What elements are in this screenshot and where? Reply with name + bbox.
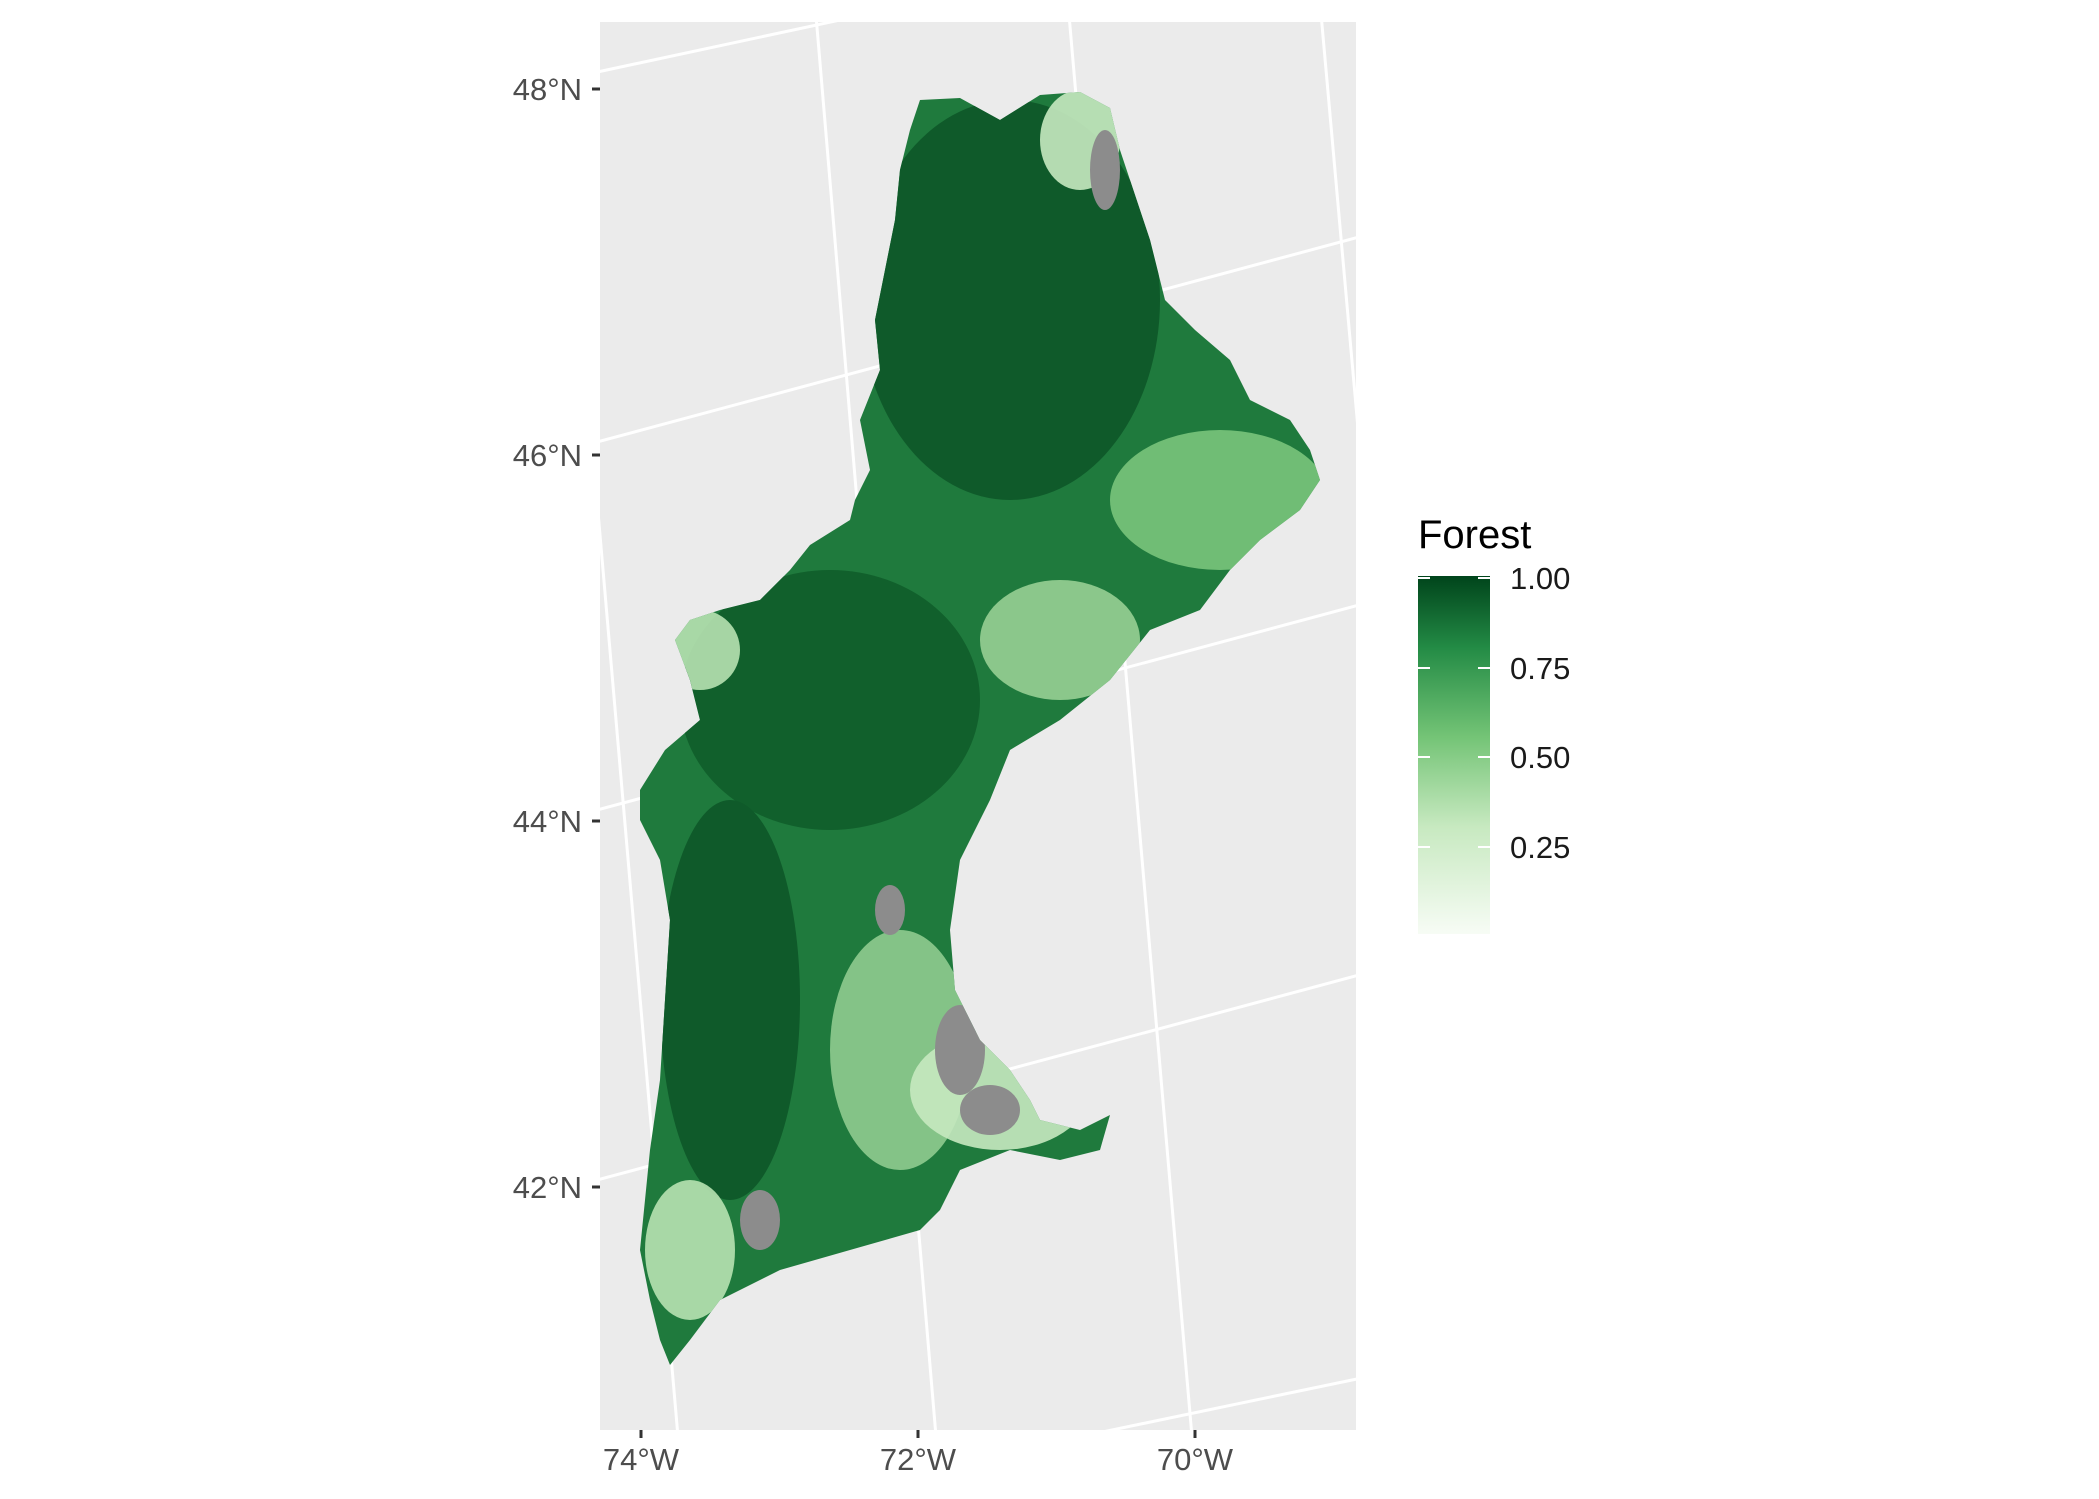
dense-forest-central — [680, 570, 980, 830]
missing-data-urban-3 — [740, 1190, 780, 1250]
legend-label-025: 0.25 — [1510, 830, 1570, 865]
legend-label-075: 0.75 — [1510, 651, 1570, 686]
missing-data-north — [1090, 130, 1120, 210]
lon-label-72: 72°W — [880, 1442, 957, 1477]
dense-forest-west — [660, 800, 800, 1200]
legend-label-100: 1.00 — [1510, 561, 1570, 596]
lat-label-48: 48°N — [513, 72, 582, 107]
graticule-lat-48 — [600, 22, 838, 73]
forest-region — [640, 92, 1320, 1365]
graticule-lat-42 — [1104, 1377, 1356, 1430]
missing-data-urban-1 — [935, 1005, 985, 1095]
legend: Forest 1.00 0.75 0.50 0.25 — [1418, 513, 1570, 934]
lat-label-42: 42°N — [513, 1170, 582, 1205]
axis-ticks — [592, 87, 1197, 1438]
lon-label-70: 70°W — [1157, 1442, 1234, 1477]
missing-data-central — [875, 885, 905, 935]
legend-colorbar — [1418, 576, 1490, 934]
lat-label-46: 46°N — [513, 438, 582, 473]
lon-label-74: 74°W — [603, 1442, 680, 1477]
missing-data-urban-2 — [960, 1085, 1020, 1135]
graticule-lon-68 — [1320, 22, 1356, 423]
legend-label-050: 0.50 — [1510, 740, 1570, 775]
dense-forest-north — [860, 100, 1160, 500]
legend-title: Forest — [1418, 513, 1531, 557]
light-forest-coast — [980, 580, 1140, 700]
lat-label-44: 44°N — [513, 804, 582, 839]
region-base — [640, 92, 1320, 1365]
light-forest-southwest — [645, 1180, 735, 1320]
